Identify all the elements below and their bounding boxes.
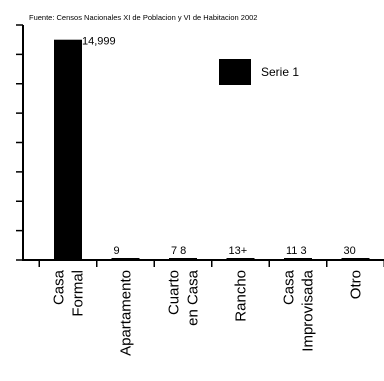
category-label: Otro (348, 270, 365, 299)
category-label: Rancho (233, 270, 250, 322)
category-label: en Casa (185, 269, 202, 326)
source-note: Fuente: Censos Nacionales XI de Poblacio… (29, 13, 258, 22)
legend-label: Serie 1 (261, 65, 300, 79)
category-label: Cuarto (166, 270, 183, 315)
category-label: Formal (70, 270, 87, 317)
legend-swatch (219, 59, 251, 85)
value-label: 7 8 (171, 245, 186, 257)
value-label: 11 3 (286, 245, 307, 257)
category-label: Casa (51, 269, 68, 305)
value-label: 30 (344, 245, 356, 257)
value-label: 9 (114, 245, 120, 257)
category-label: Casa (281, 269, 298, 305)
value-label: 14,999 (82, 36, 116, 48)
category-labels: Casa Formal Apartamento Cuarto en Casa Rancho… (51, 269, 365, 356)
value-label: 13+ (229, 245, 248, 257)
legend: Serie 1 (219, 59, 299, 85)
bar (54, 39, 82, 261)
x-axis-ticks (38, 260, 384, 267)
value-labels: 14,999 9 7 8 13+ 11 3 30 (82, 36, 356, 257)
category-label: Apartamento (118, 270, 135, 356)
y-axis-ticks (16, 24, 23, 261)
bars (54, 39, 370, 261)
category-label: Improvisada (300, 269, 317, 351)
